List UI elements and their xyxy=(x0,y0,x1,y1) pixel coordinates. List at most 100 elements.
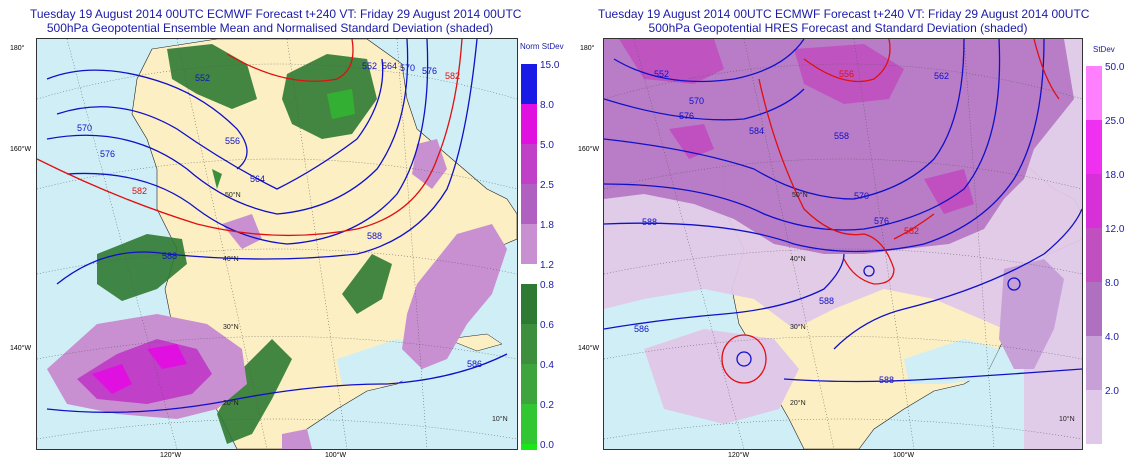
lon-label: 100°W xyxy=(893,452,915,459)
lat-label: 20°N xyxy=(790,399,806,407)
contour-label: 556 xyxy=(839,69,854,79)
lat-label: 30°N xyxy=(790,323,806,331)
contour-label: 564 xyxy=(382,61,397,71)
shade-light-pink-pacific xyxy=(644,329,799,424)
colorbar-label: 0.4 xyxy=(540,360,554,371)
colorbar-swatch xyxy=(521,104,537,144)
lat-label: 20°N xyxy=(223,399,239,407)
contour-label: 586 xyxy=(467,359,482,369)
colorbar-label: 50.0 xyxy=(1105,62,1125,73)
colorbar-label: 1.8 xyxy=(540,220,554,231)
colorbar-swatch xyxy=(1086,228,1102,282)
lon-label: 140°W xyxy=(578,345,600,352)
left-title-line2: 500hPa Geopotential Ensemble Mean and No… xyxy=(46,21,494,35)
shade-green-north xyxy=(167,44,257,109)
contour-label: 562 xyxy=(934,71,949,81)
colorbar-label: 25.0 xyxy=(1105,116,1125,127)
colorbar-swatch xyxy=(521,64,537,104)
colorbar-label: 0.0 xyxy=(540,440,554,450)
contour-labels-left: 552 556 564 570 576 582 588 552 564 570 … xyxy=(77,61,482,369)
left-colorbar: Norm StDev 15.0 8.0 5.0 2.5 1.8 1.2 0.8 0.6 0.4… xyxy=(520,42,564,450)
contour-label: 570 xyxy=(854,191,869,201)
lat-label: 40°N xyxy=(223,255,239,263)
colorbar-swatch xyxy=(1086,282,1102,336)
colorbar-label: 4.0 xyxy=(1105,332,1119,343)
shade-purple-atlantic xyxy=(402,224,507,369)
lon-label: 100°W xyxy=(325,452,347,459)
shade-green-west xyxy=(97,234,187,301)
lon-label: 160°W xyxy=(10,146,32,153)
contour-label: 576 xyxy=(679,111,694,121)
right-title-line1: Tuesday 19 August 2014 00UTC ECMWF Forec… xyxy=(598,7,1090,21)
colorbar-label: 12.0 xyxy=(1105,224,1125,235)
lat-label: 50°N xyxy=(792,191,808,199)
right-title-line2: 500hPa Geopotential HRES Forecast and St… xyxy=(648,21,1028,35)
shade-dark-purple-north xyxy=(794,44,904,104)
shade-purple-center xyxy=(222,214,262,249)
contour-label: 552 xyxy=(654,69,669,79)
colorbar-swatch xyxy=(521,224,537,264)
shade-purple-ne xyxy=(412,139,447,189)
contours-red xyxy=(37,39,463,237)
colorbar-label: 15.0 xyxy=(540,60,560,71)
shade-dark-purple-east xyxy=(924,169,974,214)
contour-label: 576 xyxy=(874,216,889,226)
contour-label: 552 xyxy=(195,73,210,83)
colorbar-swatch xyxy=(521,144,537,184)
caribbean-land xyxy=(446,333,503,352)
colorbar-label: 0.2 xyxy=(540,400,554,411)
shade-purple-east-coast xyxy=(999,259,1064,369)
lat-label: 40°N xyxy=(790,255,806,263)
contour-label: 586 xyxy=(634,324,649,334)
colorbar-label: 8.0 xyxy=(1105,278,1119,289)
lat-label: 10°N xyxy=(492,415,508,423)
left-title-line1: Tuesday 19 August 2014 00UTC ECMWF Forec… xyxy=(30,7,522,21)
shade-dark-purple-west xyxy=(669,124,714,159)
contour-label: 570 xyxy=(400,63,415,73)
colorbar-swatch xyxy=(521,444,537,450)
colorbar-label: 5.0 xyxy=(540,140,554,151)
colorbar-swatch xyxy=(521,404,537,444)
colorbar-swatch xyxy=(521,284,537,324)
colorbar-label: 1.2 xyxy=(540,260,554,271)
lat-label: 30°N xyxy=(223,323,239,331)
contour-label: 588 xyxy=(162,251,177,261)
contours-blue xyxy=(46,39,508,413)
lon-label: 120°W xyxy=(160,452,182,459)
lat-label: 10°N xyxy=(1059,415,1075,423)
lat-label: 50°N xyxy=(225,191,241,199)
gulf-sea xyxy=(904,339,999,384)
colorbar-swatch xyxy=(521,184,537,224)
colorbar-label: 0.6 xyxy=(540,320,554,331)
lon-label: 120°W xyxy=(728,452,750,459)
shade-green-bright xyxy=(327,89,355,119)
colorbar-label: 8.0 xyxy=(540,100,554,111)
shade-purple-south xyxy=(282,429,312,449)
colorbar-swatch xyxy=(1086,174,1102,228)
right-colorbar: StDev 50.0 25.0 18.0 12.0 8.0 4.0 2.0 xyxy=(1086,45,1125,444)
left-map: 552 556 564 570 576 582 588 552 564 570 … xyxy=(36,38,518,450)
contour-labels-right: 552 556 570 576 584 558 562 570 576 582 … xyxy=(634,69,949,385)
colorbar-title: StDev xyxy=(1093,45,1115,54)
colorbar-swatch xyxy=(1086,336,1102,390)
shade-green-central xyxy=(342,254,392,314)
lat-labels-left: 50°N 40°N 30°N 20°N 10°N xyxy=(223,191,508,423)
shade-green-small xyxy=(212,169,222,189)
graticule xyxy=(604,39,1082,449)
contour-label: 588 xyxy=(879,375,894,385)
contour-label: 570 xyxy=(689,96,704,106)
contour-label: 588 xyxy=(367,231,382,241)
right-map-svg: 552 556 570 576 584 558 562 570 576 582 … xyxy=(604,39,1082,449)
contours-blue xyxy=(604,39,1082,383)
colorbar-label: 2.0 xyxy=(1105,386,1119,397)
contour-label: 558 xyxy=(834,131,849,141)
colorbar-swatch xyxy=(521,324,537,364)
colorbar-swatch xyxy=(1086,390,1102,444)
contour-label: 582 xyxy=(445,71,460,81)
colorbar-swatch xyxy=(1086,120,1102,174)
lon-label: 140°W xyxy=(10,345,32,352)
shade-purple-pacific-core xyxy=(92,364,132,394)
lon-label: 180° xyxy=(580,45,595,52)
right-map: 552 556 570 576 584 558 562 570 576 582 … xyxy=(603,38,1083,450)
contour-label: 576 xyxy=(100,149,115,159)
